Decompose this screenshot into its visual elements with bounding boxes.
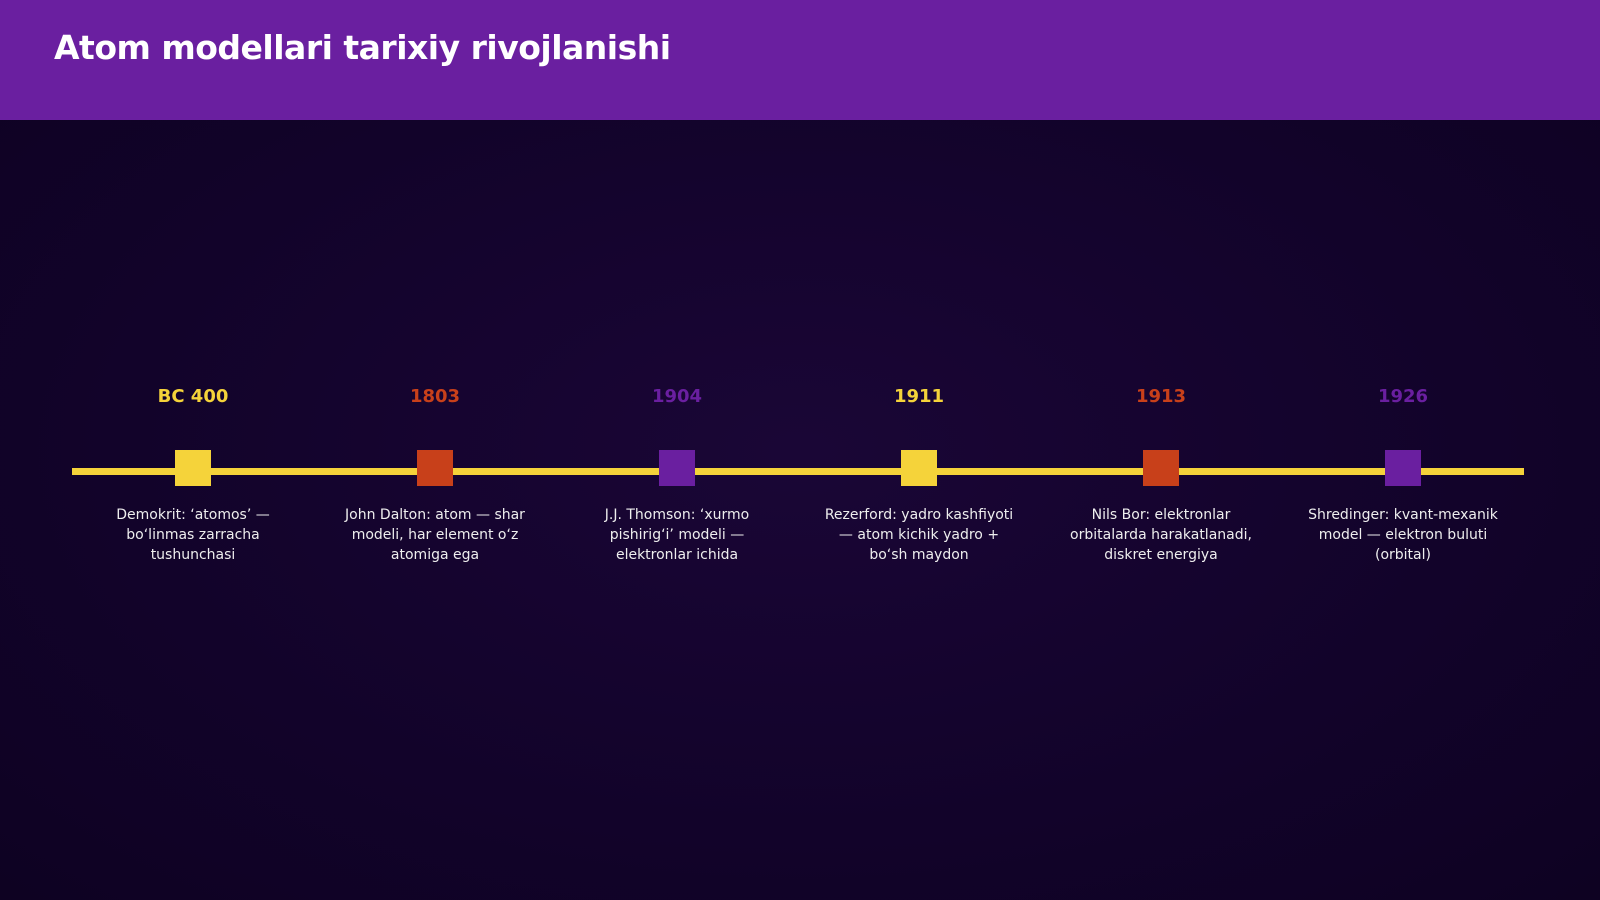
event-year: 1904: [651, 386, 703, 407]
title: Atom modellari tarixiy rivojlanishi: [54, 28, 671, 67]
event-marker: [417, 450, 453, 486]
header: Atom modellari tarixiy rivojlanishi: [0, 0, 1600, 120]
event-marker: [659, 450, 695, 486]
event-marker: [901, 450, 937, 486]
event-description: Rezerford: yadro kashfiyoti — atom kichi…: [824, 507, 1014, 563]
event-year: 1803: [409, 386, 461, 407]
event-description: J.J. Thomson: ‘xurmo pishirig‘i’ modeli …: [604, 507, 750, 563]
event-year: 1926: [1377, 386, 1429, 407]
event-description: John Dalton: atom — shar modeli, har ele…: [345, 507, 525, 563]
event-marker: [175, 450, 211, 486]
event-year: 1911: [893, 386, 945, 407]
event-marker: [1385, 450, 1421, 486]
event-description: Demokrit: ‘atomos’ — bo‘linmas zarracha …: [116, 507, 270, 563]
event-description: Shredinger: kvant-mexanik model — elektr…: [1308, 507, 1498, 563]
event-year: 1913: [1135, 386, 1187, 407]
event-marker: [1143, 450, 1179, 486]
timeline-line: [72, 468, 1524, 475]
event-description: Nils Bor: elektronlar orbitalarda haraka…: [1070, 507, 1252, 563]
event-year: BC 400: [157, 386, 229, 407]
